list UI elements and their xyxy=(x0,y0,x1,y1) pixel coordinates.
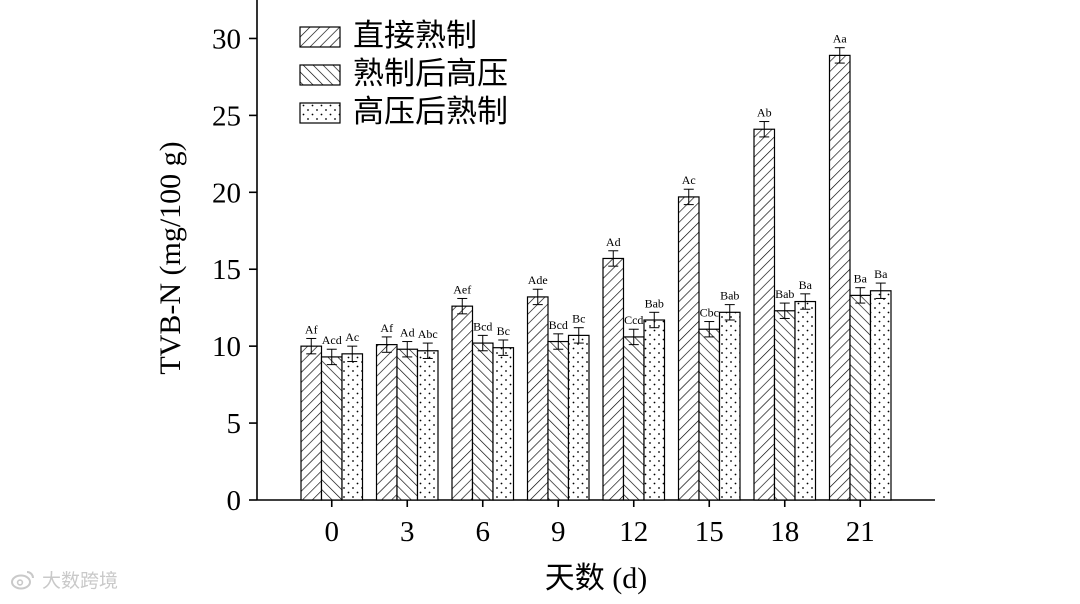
bar-1 xyxy=(526,296,549,501)
bar-3 xyxy=(718,311,741,501)
bar-2 xyxy=(622,336,645,501)
bar-3 xyxy=(643,319,666,501)
watermark: 大数跨境 xyxy=(10,566,118,593)
significance-label: Af xyxy=(305,322,318,336)
significance-label: Bab xyxy=(720,289,739,303)
significance-label: Af xyxy=(380,321,393,335)
bar-3 xyxy=(341,353,364,501)
bar-1 xyxy=(677,196,700,501)
y-tick-label: 25 xyxy=(212,100,241,132)
bar-3 xyxy=(794,300,817,501)
y-tick-label: 10 xyxy=(212,331,241,363)
bar-1 xyxy=(602,257,625,501)
bar-1 xyxy=(451,305,474,501)
significance-label: Ade xyxy=(528,273,548,287)
bar-2 xyxy=(547,340,570,501)
significance-label: Bab xyxy=(775,287,794,301)
y-tick-label: 30 xyxy=(212,23,241,55)
significance-label: Bc xyxy=(572,312,585,326)
x-axis-title: 天数 (d) xyxy=(545,562,647,595)
significance-label: Aa xyxy=(833,32,848,46)
significance-label: Bcd xyxy=(549,318,568,332)
bar-3 xyxy=(567,334,590,501)
bar-1 xyxy=(828,54,851,501)
significance-label: Aef xyxy=(453,282,471,296)
x-tick-label: 18 xyxy=(770,516,799,548)
x-tick-label: 21 xyxy=(846,516,875,548)
legend-label: 熟制后高压 xyxy=(353,56,508,92)
bar-1 xyxy=(300,345,323,501)
legend-swatch-1 xyxy=(299,26,341,48)
significance-label: Acd xyxy=(322,333,342,347)
x-tick-label: 0 xyxy=(325,516,340,548)
bar-2 xyxy=(320,356,343,501)
legend-swatch-2 xyxy=(299,64,341,86)
legend-label: 直接熟制 xyxy=(353,18,477,54)
bar-3 xyxy=(869,290,892,501)
significance-label: Ac xyxy=(682,173,696,187)
axes: 0 5 10 15 20 25 30 0 3 6 9 12 15 18 21 天数 (d) TVB-N (mg/… xyxy=(154,0,935,595)
bar-3 xyxy=(492,347,515,501)
significance-label: Cbc xyxy=(700,306,719,320)
significance-label: Ad xyxy=(400,326,415,340)
significance-label: Ba xyxy=(854,272,868,286)
significance-label: Ac xyxy=(345,330,359,344)
y-tick-label: 15 xyxy=(212,254,241,286)
significance-label: Ba xyxy=(874,267,888,281)
x-tick-label: 15 xyxy=(695,516,724,548)
significance-label: Ab xyxy=(757,106,772,120)
significance-label: Ccd xyxy=(624,313,643,327)
bar-1 xyxy=(753,128,776,501)
bar-3 xyxy=(416,350,439,501)
bar-1 xyxy=(375,344,398,501)
legend-swatch-3 xyxy=(299,102,341,124)
significance-label: Ba xyxy=(799,278,813,292)
y-tick-label: 0 xyxy=(227,485,242,517)
y-axis-title: TVB-N (mg/100 g) xyxy=(154,141,187,374)
bar-2 xyxy=(698,328,721,501)
bar-2 xyxy=(471,342,494,501)
bar-2 xyxy=(396,348,419,501)
bar-2 xyxy=(773,310,796,501)
y-tick-label: 20 xyxy=(212,177,241,209)
x-tick-label: 12 xyxy=(619,516,648,548)
watermark-text: 大数跨境 xyxy=(42,570,119,592)
x-tick-label: 6 xyxy=(476,516,491,548)
bar-2 xyxy=(849,294,872,501)
significance-label: Abc xyxy=(418,327,438,341)
significance-label: Bc xyxy=(497,324,510,338)
weibo-logo-icon xyxy=(11,570,34,589)
significance-label: Bcd xyxy=(473,319,492,333)
x-tick-label: 3 xyxy=(400,516,415,548)
y-tick-label: 5 xyxy=(227,408,242,440)
legend-label: 高压后熟制 xyxy=(353,94,508,130)
significance-label: Ad xyxy=(606,235,621,249)
x-tick-label: 9 xyxy=(551,516,566,548)
significance-label: Bab xyxy=(645,296,664,310)
